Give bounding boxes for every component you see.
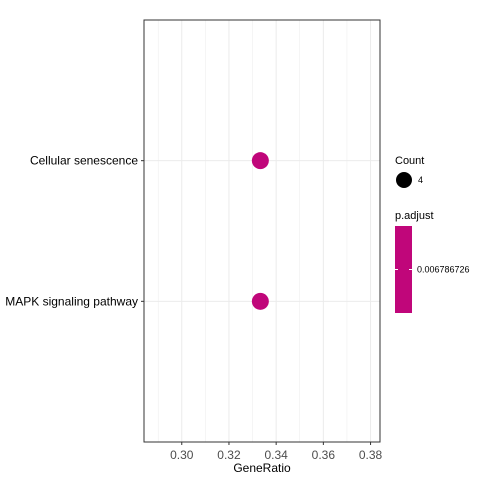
- legend-count-label: 4: [418, 175, 423, 185]
- legend-count-dot: [396, 172, 412, 188]
- legend-count-title: Count: [395, 155, 424, 167]
- data-points: [251, 152, 269, 310]
- legend-padjust: p.adjust 0.006786726: [395, 210, 470, 313]
- y-tick-label: MAPK signaling pathway: [5, 294, 138, 308]
- plot-panel-background: [144, 20, 380, 442]
- legend-padjust-title: p.adjust: [395, 210, 434, 222]
- legend-count: Count 4: [395, 155, 424, 188]
- y-tick-label: Cellular senescence: [30, 154, 138, 168]
- grid-lines: [144, 20, 380, 442]
- x-tick-label: 0.38: [359, 448, 383, 462]
- x-axis-title: GeneRatio: [233, 461, 291, 475]
- legend-padjust-label: 0.006786726: [417, 265, 470, 275]
- data-point: [251, 152, 269, 170]
- y-axis: Cellular senescence MAPK signaling pathwa…: [5, 154, 144, 308]
- x-tick-label: 0.30: [170, 448, 194, 462]
- x-tick-label: 0.32: [217, 448, 241, 462]
- x-axis: 0.30 0.32 0.34 0.36 0.38: [170, 442, 383, 462]
- x-tick-label: 0.34: [264, 448, 288, 462]
- legend-colorbar: [395, 226, 412, 313]
- plot-panel-border: [143, 19, 381, 443]
- data-point: [251, 292, 269, 310]
- x-tick-label: 0.36: [312, 448, 336, 462]
